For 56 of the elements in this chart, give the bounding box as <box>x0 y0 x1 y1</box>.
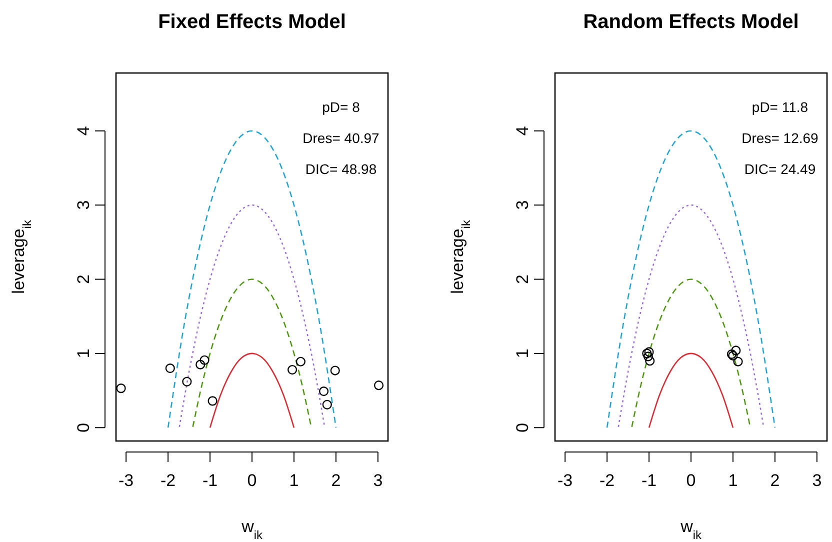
x-tick-label: -3 <box>558 471 573 490</box>
x-tick-label: 3 <box>812 471 822 490</box>
annotation: pD= 11.8 <box>752 99 808 115</box>
point <box>208 396 218 406</box>
y-tick-label: 4 <box>513 126 532 136</box>
y-tick-label: 1 <box>74 348 93 358</box>
point <box>374 380 384 390</box>
point <box>330 366 340 376</box>
x-tick-label: 0 <box>686 471 696 490</box>
y-tick-label: 3 <box>74 200 93 210</box>
point <box>200 355 210 365</box>
point <box>116 384 126 394</box>
x-tick-label: 1 <box>289 471 299 490</box>
annotation: Dres= 40.97 <box>302 130 380 146</box>
x-tick-label: -2 <box>599 471 615 490</box>
point <box>731 346 741 356</box>
x-tick-label: 0 <box>247 471 257 490</box>
y-tick-label: 0 <box>74 422 93 432</box>
x-tick-label: -1 <box>202 471 218 490</box>
point <box>196 360 206 370</box>
x-tick-label: -2 <box>160 471 176 490</box>
line-series <box>648 352 734 428</box>
x-tick-label: -3 <box>118 471 134 490</box>
x-axis-title: w$_{ik}$ <box>240 517 262 542</box>
annotation: DIC= 24.49 <box>744 161 816 177</box>
annotation: pD= 8 <box>322 99 360 115</box>
line-series <box>192 278 312 428</box>
point <box>643 352 653 362</box>
x-tick-label: 2 <box>770 471 780 490</box>
x-axis-title: w$_{ik}$ <box>680 517 702 542</box>
point <box>182 376 192 386</box>
annotation: Dres= 12.69 <box>742 130 819 146</box>
chart-title: Fixed Effects Model <box>158 11 346 33</box>
y-tick-label: 1 <box>513 348 532 358</box>
y-tick-label: 0 <box>513 422 532 432</box>
y-tick-label: 2 <box>513 274 532 284</box>
point <box>318 386 329 396</box>
point <box>322 400 332 410</box>
y-tick-label: 4 <box>74 126 93 136</box>
x-tick-label: 3 <box>373 471 383 490</box>
point <box>165 363 175 374</box>
point <box>287 364 298 375</box>
x-tick-label: 2 <box>331 471 341 490</box>
y-tick-label: 2 <box>74 274 93 284</box>
line-series <box>209 352 295 428</box>
line-series <box>178 204 326 428</box>
point <box>296 356 306 366</box>
x-tick-label: -1 <box>641 471 657 490</box>
line-series <box>618 204 764 428</box>
line-series <box>631 278 751 428</box>
point <box>645 356 655 366</box>
point <box>733 356 743 366</box>
y-tick-label: 3 <box>513 200 532 210</box>
chart-title: Random Effects Model <box>583 11 799 33</box>
x-tick-label: 1 <box>728 471 738 490</box>
annotation: DIC= 48.98 <box>305 161 377 177</box>
